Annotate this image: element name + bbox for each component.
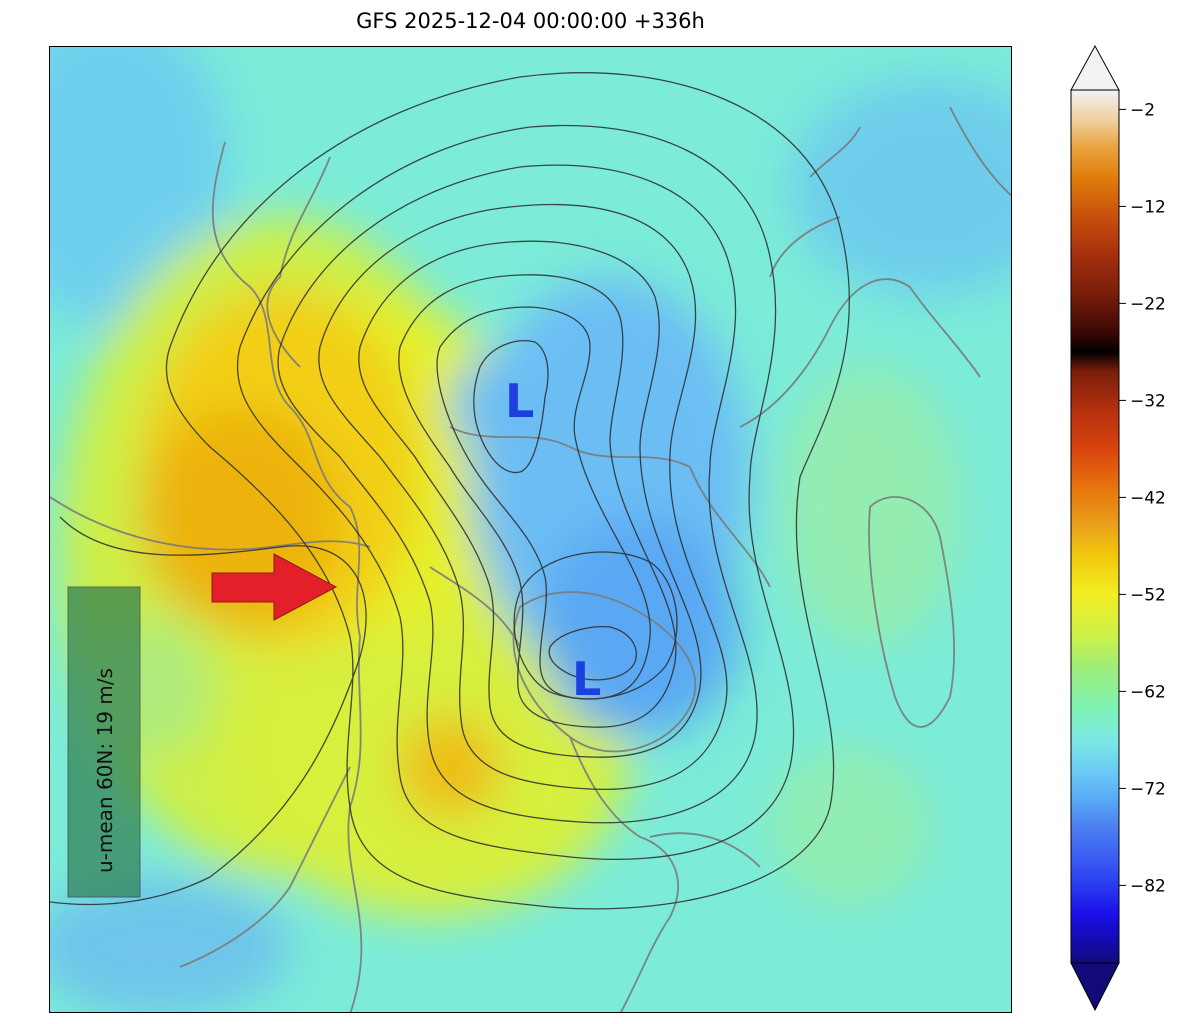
colorbar-tick-label: −32 bbox=[1130, 391, 1166, 411]
colorbar-tick-label: −62 bbox=[1130, 682, 1166, 702]
annotation-box bbox=[67, 586, 141, 898]
map-title: GFS 2025-12-04 00:00:00 +336h bbox=[356, 9, 705, 33]
low-label: L bbox=[505, 374, 534, 428]
colorbar-tick-label: −12 bbox=[1130, 197, 1166, 217]
right-arrow-icon bbox=[211, 553, 338, 621]
colorbar-extend-top bbox=[1070, 44, 1120, 91]
map-panel[interactable]: L L u-mean 60N: 19 m/s bbox=[49, 46, 1012, 1013]
colorbar-tick-label: −2 bbox=[1130, 100, 1155, 120]
low-label: L bbox=[572, 652, 601, 706]
colorbar-tick-label: −42 bbox=[1130, 488, 1166, 508]
colorbar: −2 −12 −22 −32 −42 −52 −62 −72 −82 bbox=[1060, 40, 1204, 1020]
coastlines bbox=[50, 106, 1011, 1012]
colorbar-tick-label: −52 bbox=[1130, 585, 1166, 605]
colorbar-extend-bottom bbox=[1070, 962, 1120, 1012]
colorbar-tick-label: −82 bbox=[1130, 876, 1166, 896]
colorbar-scale bbox=[1070, 89, 1120, 964]
colorbar-tick-label: −72 bbox=[1130, 779, 1166, 799]
annotation-text: u-mean 60N: 19 m/s bbox=[93, 668, 117, 873]
colorbar-tick-label: −22 bbox=[1130, 294, 1166, 314]
height-contours bbox=[50, 72, 850, 910]
temperature-field bbox=[50, 47, 1011, 1012]
